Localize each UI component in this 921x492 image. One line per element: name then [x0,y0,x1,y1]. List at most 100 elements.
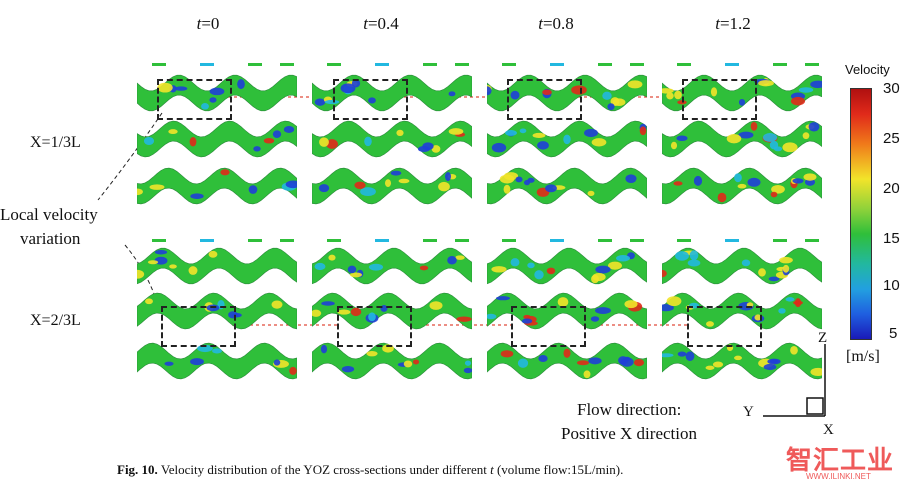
velocity-blob [500,350,514,358]
velocity-blob [563,134,571,145]
velocity-blob [710,87,718,97]
velocity-blob [320,344,328,354]
velocity-blob [444,172,452,182]
velocity-blob [368,97,376,104]
flow-band [312,120,472,158]
velocity-blob [758,268,766,277]
row-label-x2: X=2/3L [30,312,81,329]
strip-marks [327,63,469,66]
strip-mark [773,239,787,242]
velocity-blob [583,370,591,379]
flow-band [662,342,822,380]
velocity-blob [762,133,778,142]
velocity-blob [546,267,556,275]
velocity-contour-panel [312,120,472,158]
flow-band [137,247,297,285]
velocity-blob [534,270,544,280]
velocity-blob [587,190,595,197]
velocity-blob [639,126,647,136]
velocity-blob [190,193,204,200]
velocity-blob [429,301,443,310]
axis-y-label: Y [743,404,754,420]
velocity-blob [717,192,727,203]
velocity-blob [422,142,434,151]
velocity-blob [584,128,598,138]
colorbar-unit: [m/s] [846,348,880,365]
velocity-blob [145,298,153,305]
flow-band [662,120,822,158]
velocity-blob [189,136,197,147]
velocity-blob [677,351,687,357]
velocity-blob [328,254,336,261]
velocity-contour-panel [662,247,822,285]
velocity-blob [675,251,689,261]
velocity-blob [154,249,168,255]
velocity-blob [464,360,472,366]
strip-mark [327,239,341,242]
strip-mark [248,63,262,66]
velocity-blob [515,176,523,183]
velocity-blob [763,363,777,371]
velocity-blob [676,135,688,142]
velocity-blob [519,128,527,134]
velocity-blob [360,187,376,197]
highlight-box [333,79,408,120]
time-header-3: t=1.2 [715,14,751,33]
axis-z-label: Z [818,330,828,346]
strip-mark [805,239,819,242]
velocity-contour-panel [312,74,472,112]
velocity-blob [741,259,751,267]
velocity-blob [782,142,798,153]
velocity-blob [557,297,569,307]
velocity-blob [771,184,785,194]
strip-mark [455,63,469,66]
velocity-blob [157,82,173,93]
velocity-blob [164,361,174,366]
velocity-blob [438,181,450,192]
annotation-line-2: variation [20,229,81,248]
velocity-blob [448,91,456,97]
velocity-blob [798,87,814,93]
figure-caption: Fig. 10. Velocity distribution of the YO… [117,462,623,478]
highlight-box [337,306,412,347]
velocity-blob [527,262,535,269]
velocity-blob [487,313,497,320]
velocity-blob [312,309,322,317]
velocity-blob [455,255,465,260]
flow-band [487,342,647,380]
velocity-blob [364,136,372,147]
strip-mark [805,63,819,66]
velocity-blob [412,359,420,365]
velocity-blob [737,183,747,189]
velocity-blob [674,90,682,100]
velocity-blob [627,80,643,89]
velocity-blob [595,307,611,315]
velocity-blob [738,131,754,139]
velocity-blob [685,351,695,361]
velocity-blob [448,128,464,135]
velocity-blob [602,91,612,100]
velocity-blob [283,125,295,133]
velocity-blob [662,353,674,358]
velocity-blob [768,276,780,282]
caption-text-after: (volume flow:15L/min). [496,462,624,477]
velocity-blob [804,178,816,186]
velocity-blob [792,178,804,184]
velocity-blob [592,272,606,282]
velocity-blob [366,350,378,357]
velocity-blob [350,307,362,317]
velocity-blob [576,360,590,366]
velocity-blob [523,314,531,320]
strip-marks [502,63,644,66]
velocity-blob [354,181,366,190]
velocity-blob [272,130,282,138]
velocity-blob [341,365,355,373]
velocity-contour-panel [137,120,297,158]
strip-mark [280,239,294,242]
strip-mark [550,239,564,242]
flow-band [137,167,297,205]
velocity-blob [496,296,510,301]
velocity-blob [326,139,338,149]
velocity-blob [666,296,682,307]
strip-marks [677,63,819,66]
